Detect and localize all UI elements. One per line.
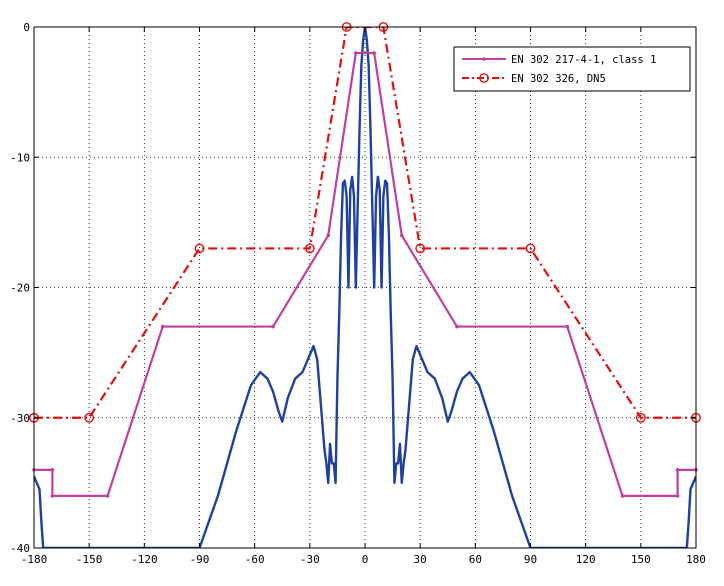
legend-label: EN 302 217-4-1, class 1 — [511, 54, 656, 66]
series-marker-0 — [50, 468, 55, 472]
series-line-0 — [34, 51, 696, 497]
series-marker-1 — [304, 243, 315, 254]
series-marker-1 — [415, 243, 426, 254]
series-marker-1 — [525, 243, 536, 254]
series-marker-0 — [675, 494, 680, 498]
x-tick-label: 120 — [576, 553, 596, 566]
series-marker-0 — [326, 233, 331, 238]
legend-box — [453, 46, 691, 92]
series-line-2 — [34, 27, 696, 548]
x-tick-label: 30 — [414, 553, 427, 566]
x-tick-label: -60 — [245, 553, 265, 566]
series-marker-1 — [635, 412, 646, 423]
ticks: -180 -150 -120 -90 -60 -30 0 30 60 90 120 150 180 0 -1… — [10, 21, 706, 566]
y-tick-label: 0 — [23, 21, 30, 34]
series-layer — [29, 22, 701, 548]
series-marker-0 — [455, 324, 459, 329]
y-tick-label: -40 — [10, 542, 30, 555]
series-marker-1 — [194, 243, 205, 254]
grid — [34, 27, 696, 548]
series-marker-0 — [271, 324, 275, 329]
series-marker-0 — [565, 324, 570, 329]
x-tick-label: -180 — [21, 553, 48, 566]
x-tick-label: 180 — [686, 553, 706, 566]
series-line-1 — [34, 27, 696, 419]
x-tick-label: -120 — [131, 553, 158, 566]
y-tick-label: -10 — [10, 151, 30, 164]
series-marker-0 — [105, 494, 110, 498]
series-marker-0 — [399, 233, 404, 238]
x-tick-label: 150 — [631, 553, 651, 566]
series-marker-0 — [50, 494, 55, 498]
series-marker-0 — [675, 468, 680, 472]
series-marker-0 — [354, 51, 358, 55]
x-tick-label: -30 — [300, 553, 320, 566]
series-marker-0 — [620, 494, 625, 498]
legend-swatch-marker — [479, 73, 489, 83]
x-tick-label: -150 — [76, 553, 103, 566]
y-tick-label: -20 — [10, 282, 30, 295]
x-tick-label: 90 — [524, 553, 537, 566]
legend: EN 302 217-4-1, class 1 EN 302 326, DN5 — [453, 46, 691, 92]
x-tick-label: -90 — [190, 553, 210, 566]
series-marker-1 — [84, 412, 95, 423]
legend-swatch-marker — [482, 57, 486, 61]
series-marker-0 — [372, 51, 376, 55]
series-marker-0 — [160, 324, 165, 329]
legend-label: EN 302 326, DN5 — [511, 73, 606, 85]
y-tick-label: -30 — [10, 412, 30, 425]
x-tick-label: 60 — [469, 553, 482, 566]
x-tick-label: 0 — [362, 553, 369, 566]
